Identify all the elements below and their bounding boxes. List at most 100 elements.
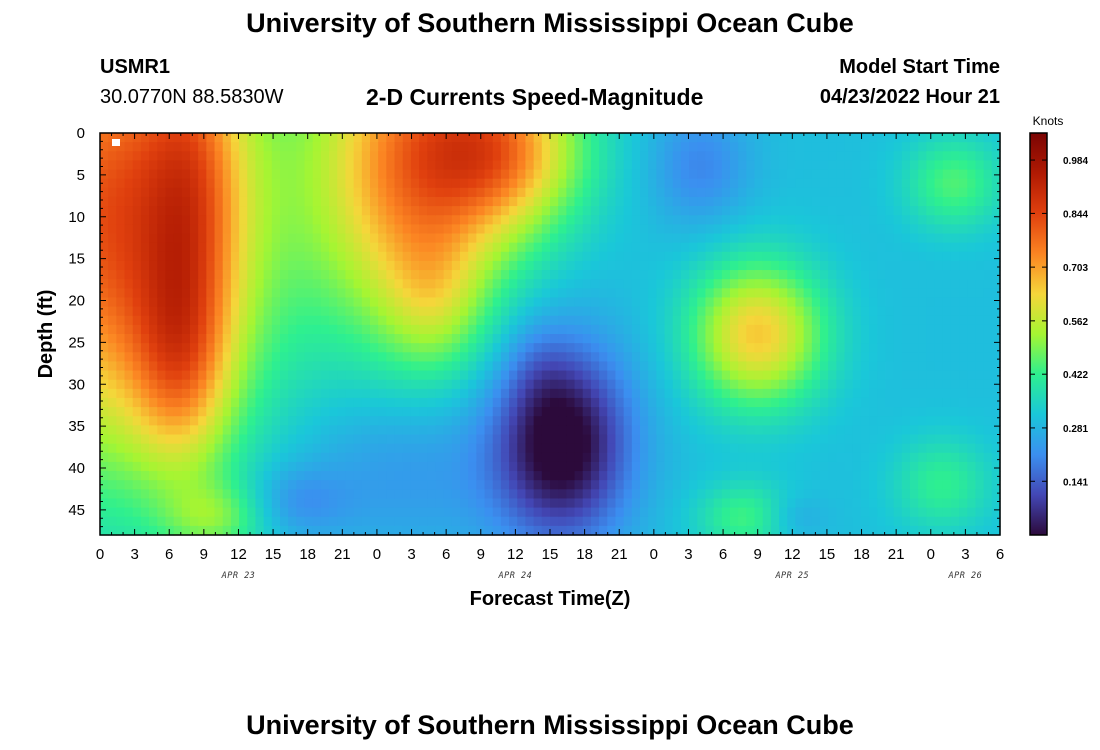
heatmap-cell [230,142,240,152]
heatmap-cell [910,397,919,408]
heatmap-cell [918,306,927,317]
heatmap-cell [173,260,183,271]
heatmap-cell [901,187,911,198]
heatmap-cell [214,306,224,317]
heatmap-cell [820,434,829,445]
heatmap-cell [378,334,387,344]
heatmap-cell [378,187,387,198]
heatmap-cell [860,178,870,189]
heatmap-cell [869,489,878,500]
heatmap-cell [648,452,657,463]
heatmap-cell [533,288,543,299]
heatmap-cell [140,461,150,472]
heatmap-cell [394,279,404,289]
heatmap-cell [451,151,461,162]
heatmap-cell [795,452,805,463]
heatmap-cell [623,270,633,280]
heatmap-cell [738,233,747,244]
heatmap-cell [926,297,936,308]
heatmap-cell [132,178,142,189]
heatmap-cell [631,397,641,408]
heatmap-cell [181,379,191,390]
heatmap-cell [337,525,347,536]
heatmap-cell [402,133,412,143]
heatmap-cell [869,242,878,253]
heatmap-cell [738,507,747,518]
heatmap-cell [386,370,396,381]
heatmap-cell [533,471,543,481]
heatmap-cell [476,443,486,454]
heatmap-cell [680,306,690,317]
heatmap-cell [672,242,682,253]
heatmap-cell [533,215,543,225]
heatmap-cell [664,306,674,317]
heatmap-cell [304,324,314,335]
heatmap-cell [492,397,502,408]
heatmap-cell [926,407,936,417]
heatmap-cell [288,425,297,436]
heatmap-cell [574,279,584,289]
heatmap-cell [795,379,805,390]
heatmap-cell [443,260,453,271]
heatmap-cell [574,315,584,326]
heatmap-cell [860,233,870,244]
heatmap-cell [468,471,477,481]
heatmap-cell [942,489,952,500]
heatmap-cell [582,233,592,244]
heatmap-cell [329,306,338,317]
heatmap-cell [959,260,968,271]
heatmap-cell [648,425,657,436]
heatmap-cell [631,306,641,317]
heatmap-cell [934,452,944,463]
heatmap-cell [901,251,911,262]
heatmap-cell [590,160,600,171]
heatmap-cell [206,242,216,253]
heatmap-cell [198,397,207,408]
heatmap-cell [852,324,862,335]
heatmap-cell [533,324,543,335]
heatmap-cell [795,215,805,225]
heatmap-cell [500,206,510,216]
heatmap-cell [296,334,306,344]
heatmap-cell [615,233,625,244]
heatmap-cell [926,498,936,509]
heatmap-cell [779,388,788,399]
heatmap-cell [680,288,690,299]
heatmap-cell [517,260,527,271]
heatmap-cell [435,334,445,344]
heatmap-cell [500,142,510,152]
heatmap-cell [460,443,469,454]
heatmap-cell [190,388,199,399]
heatmap-cell [312,443,322,454]
heatmap-cell [181,425,191,436]
heatmap-cell [337,388,347,399]
heatmap-cell [140,425,150,436]
heatmap-cell [770,279,780,289]
heatmap-cell [222,196,232,207]
heatmap-cell [550,425,559,436]
heatmap-cell [770,260,780,271]
heatmap-cell [460,361,469,372]
heatmap-cell [419,416,428,426]
heatmap-cell [869,133,878,143]
heatmap-cell [460,352,469,363]
heatmap-cell [754,270,764,280]
heatmap-cell [779,297,788,308]
heatmap-cell [533,525,543,536]
heatmap-cell [713,525,723,536]
heatmap-cell [672,142,682,152]
heatmap-cell [574,434,584,445]
heatmap-cell [239,388,248,399]
heatmap-cell [214,260,224,271]
heatmap-cell [361,516,371,527]
heatmap-cell [263,187,273,198]
heatmap-cell [239,306,248,317]
heatmap-cell [910,507,919,518]
heatmap-cell [656,306,666,317]
heatmap-cell [558,260,567,271]
heatmap-cell [689,388,698,399]
heatmap-cell [288,352,297,363]
heatmap-cell [869,206,878,216]
heatmap-cell [320,471,330,481]
heatmap-cell [770,160,780,171]
